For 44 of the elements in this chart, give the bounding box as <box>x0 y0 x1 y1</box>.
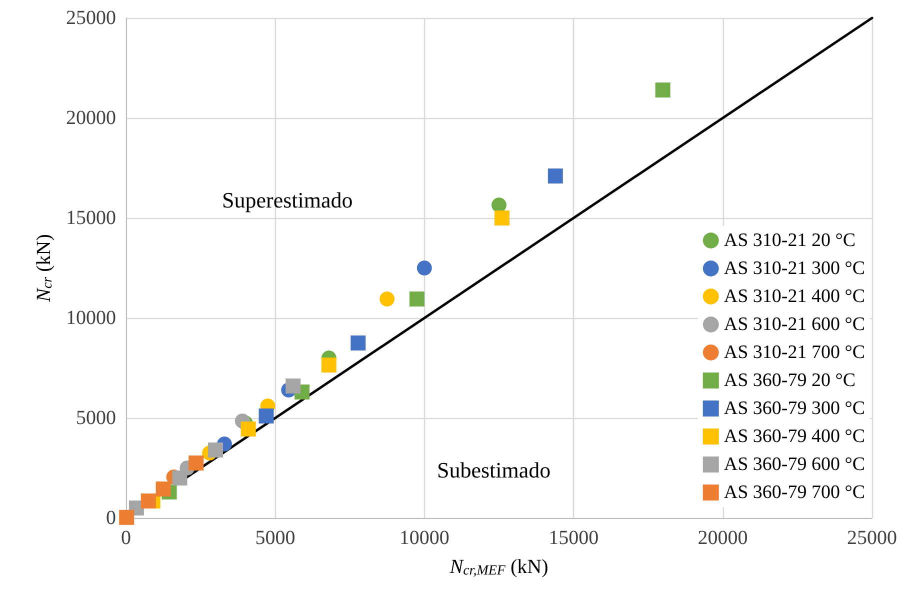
legend-label: AS 360-79 400 °C <box>724 426 866 447</box>
y-axis-title: Ncr (kN) <box>33 234 56 303</box>
x-tick-label: 15000 <box>548 527 599 549</box>
y-tick-label: 25000 <box>66 7 116 29</box>
y-tick-label: 0 <box>106 507 116 529</box>
x-tick-label: 0 <box>121 527 131 549</box>
point <box>172 470 188 486</box>
x-tick-label: 20000 <box>698 527 748 549</box>
point <box>350 336 366 350</box>
legend-label: AS 360-79 300 °C <box>724 398 866 419</box>
point <box>286 378 301 394</box>
legend-label: AS 360-79 20 °C <box>724 370 856 391</box>
annotation: Superestimado <box>222 188 353 212</box>
point <box>409 292 424 306</box>
point <box>655 82 670 98</box>
legend-label: AS 360-79 700 °C <box>724 482 866 503</box>
point <box>380 292 395 306</box>
x-tick-label: 10000 <box>399 527 450 549</box>
legend-label: AS 310-21 600 °C <box>724 314 866 335</box>
annotation: Subestimado <box>437 458 551 482</box>
point <box>548 168 563 184</box>
point <box>416 260 432 276</box>
y-tick-label: 20000 <box>66 107 116 129</box>
y-tick-label: 15000 <box>66 207 116 229</box>
legend-label: AS 310-21 400 °C <box>724 286 866 307</box>
point <box>258 408 274 424</box>
point <box>492 198 506 212</box>
point <box>156 482 171 496</box>
point <box>140 494 156 508</box>
point <box>321 358 336 372</box>
x-tick-label: 5000 <box>255 527 296 549</box>
point <box>119 510 134 525</box>
x-axis-title: Ncr,MEF (kN) <box>448 556 548 578</box>
x-tick-label: 25000 <box>847 527 897 549</box>
point <box>188 456 204 470</box>
legend-label: AS 360-79 600 °C <box>724 454 866 475</box>
point <box>208 442 224 458</box>
y-tick-label: 5000 <box>76 407 116 429</box>
y-tick-label: 10000 <box>66 307 116 329</box>
point <box>494 210 510 226</box>
legend-label: AS 310-21 300 °C <box>724 258 866 279</box>
legend-label: AS 310-21 20 °C <box>724 230 856 251</box>
point <box>240 422 256 436</box>
legend-label: AS 310-21 700 °C <box>724 342 866 363</box>
